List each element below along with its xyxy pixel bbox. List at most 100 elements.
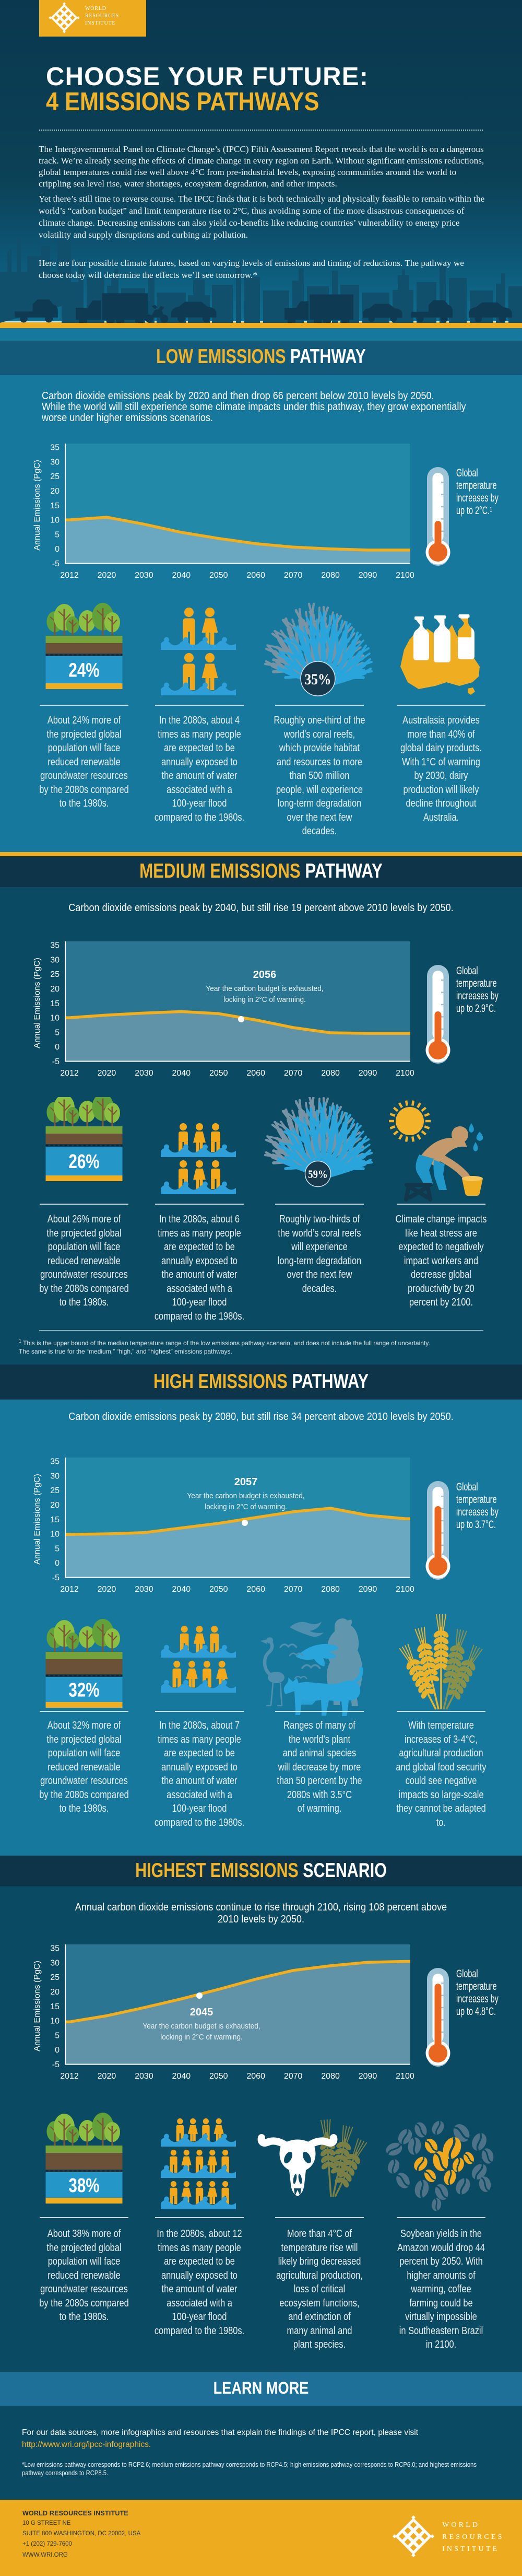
svg-text:2030: 2030 [135,1585,153,1594]
svg-text:2070: 2070 [284,571,303,580]
svg-text:INSTITUTE: INSTITUTE [442,2545,499,2553]
svg-text:2100: 2100 [396,1069,414,1078]
svg-text:10: 10 [50,516,60,525]
svg-text:temperature: temperature [456,1493,497,1506]
svg-text:2030: 2030 [135,571,153,580]
svg-text:2100: 2100 [396,2072,414,2081]
svg-text:2040: 2040 [172,1585,191,1594]
svg-text:increases by: increases by [456,1992,499,2005]
svg-text:0: 0 [55,1043,60,1052]
svg-text:20: 20 [50,985,60,994]
svg-text:2040: 2040 [172,2072,191,2081]
svg-text:5: 5 [55,1544,60,1553]
svg-text:2012: 2012 [60,1069,79,1078]
svg-text:30: 30 [50,458,60,467]
svg-text:5: 5 [55,1028,60,1037]
svg-text:WORLD: WORLD [442,2521,480,2529]
svg-text:2045: 2045 [190,2007,213,2018]
svg-text:Annual Emissions (PgC): Annual Emissions (PgC) [33,1474,42,1564]
svg-text:up to 3.7°C.: up to 3.7°C. [456,1518,496,1531]
svg-text:2070: 2070 [284,1585,303,1594]
svg-text:up to 4.8°C.: up to 4.8°C. [456,2004,496,2018]
svg-text:25: 25 [50,1973,60,1982]
svg-text:2080: 2080 [321,1585,340,1594]
svg-text:20: 20 [50,1988,60,1997]
svg-text:2030: 2030 [135,2072,153,2081]
svg-text:up to 2.9°C.: up to 2.9°C. [456,1001,496,1015]
svg-text:0: 0 [55,545,60,554]
svg-text:0: 0 [55,2046,60,2055]
svg-text:up to 2°C.1: up to 2°C.1 [456,504,492,517]
svg-text:35: 35 [50,1458,60,1466]
svg-text:2040: 2040 [172,1069,191,1078]
svg-text:2060: 2060 [246,2072,265,2081]
svg-text:30: 30 [50,1472,60,1481]
svg-text:2050: 2050 [209,571,228,580]
svg-text:increases by: increases by [456,491,499,504]
svg-text:Annual Emissions (PgC): Annual Emissions (PgC) [33,460,42,550]
svg-text:2040: 2040 [172,571,191,580]
svg-text:2060: 2060 [246,1585,265,1594]
svg-text:locking in 2°C of warming.: locking in 2°C of warming. [205,1502,287,1511]
svg-text:temperature: temperature [456,479,497,492]
svg-text:35%: 35% [305,671,331,688]
svg-text:2057: 2057 [234,1476,258,1488]
svg-text:Annual Emissions (PgC): Annual Emissions (PgC) [33,958,42,1048]
svg-text:2090: 2090 [359,1585,377,1594]
svg-text:59%: 59% [308,1169,327,1181]
svg-text:25: 25 [50,472,60,481]
svg-text:35: 35 [50,444,60,452]
svg-text:Year the carbon budget is exha: Year the carbon budget is exhausted, [143,2022,260,2030]
svg-text:38%: 38% [68,2175,99,2197]
svg-text:increases by: increases by [456,989,499,1002]
svg-text:32%: 32% [68,1679,99,1701]
svg-text:locking in 2°C of warming.: locking in 2°C of warming. [160,2033,243,2041]
svg-text:temperature: temperature [456,976,497,989]
svg-text:2090: 2090 [359,1069,377,1078]
svg-text:25: 25 [50,1486,60,1495]
svg-text:20: 20 [50,487,60,496]
svg-text:2060: 2060 [246,571,265,580]
svg-text:locking in 2°C of warming.: locking in 2°C of warming. [223,995,306,1004]
svg-text:Year the carbon budget is exha: Year the carbon budget is exhausted, [206,984,323,993]
svg-text:2080: 2080 [321,571,340,580]
svg-text:2080: 2080 [321,2072,340,2081]
svg-text:2060: 2060 [246,1069,265,1078]
svg-text:2090: 2090 [359,571,377,580]
svg-text:2050: 2050 [209,2072,228,2081]
svg-text:24%: 24% [68,659,99,681]
svg-text:10: 10 [50,2017,60,2026]
svg-text:30: 30 [50,955,60,964]
svg-text:Global: Global [456,1967,478,1980]
svg-text:Global: Global [456,964,478,977]
svg-text:2020: 2020 [98,571,116,580]
svg-text:5: 5 [55,2031,60,2040]
svg-text:20: 20 [50,1501,60,1510]
svg-text:2012: 2012 [60,2072,79,2081]
svg-text:RESOURCES: RESOURCES [85,13,119,19]
svg-text:2020: 2020 [98,2072,116,2081]
svg-text:Year the carbon budget is exha: Year the carbon budget is exhausted, [187,1491,304,1500]
svg-text:10: 10 [50,1530,60,1539]
svg-text:2090: 2090 [359,2072,377,2081]
svg-text:2070: 2070 [284,1069,303,1078]
svg-text:-5: -5 [52,2060,60,2069]
svg-text:15: 15 [50,502,60,510]
svg-text:15: 15 [50,1516,60,1524]
svg-text:Global: Global [456,466,478,479]
svg-text:2100: 2100 [396,571,414,580]
svg-text:2050: 2050 [209,1069,228,1078]
svg-text:increases by: increases by [456,1505,499,1518]
svg-text:2012: 2012 [60,571,79,580]
svg-text:-5: -5 [52,1057,60,1066]
svg-text:15: 15 [50,2002,60,2011]
svg-text:2070: 2070 [284,2072,303,2081]
svg-text:35: 35 [50,941,60,950]
svg-text:2050: 2050 [209,1585,228,1594]
svg-text:25: 25 [50,970,60,979]
svg-text:26%: 26% [68,1151,99,1173]
svg-text:2100: 2100 [396,1585,414,1594]
svg-text:2030: 2030 [135,1069,153,1078]
svg-text:30: 30 [50,1959,60,1967]
svg-text:15: 15 [50,999,60,1008]
